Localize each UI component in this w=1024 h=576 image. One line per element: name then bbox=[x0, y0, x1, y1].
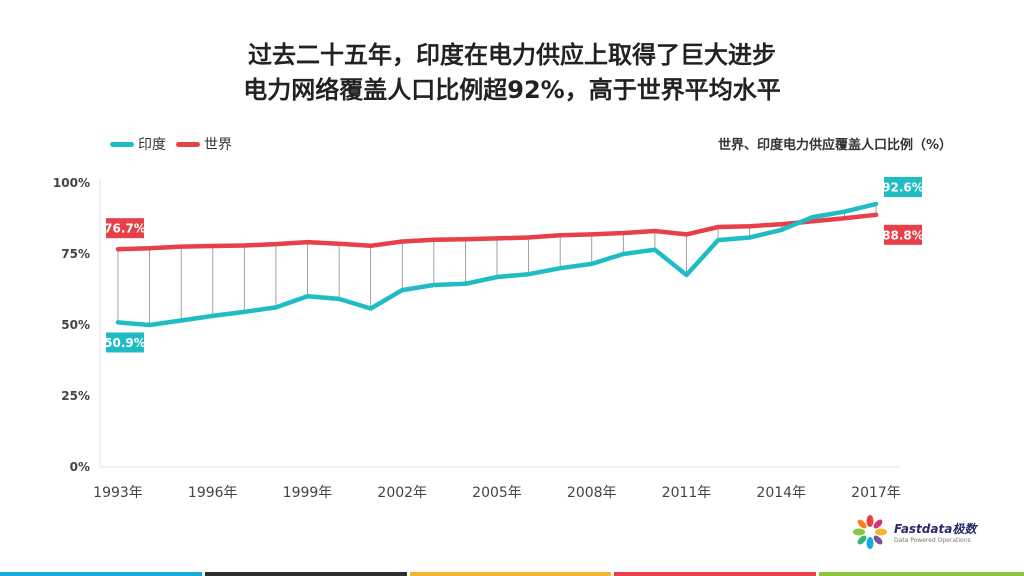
data-point-india bbox=[716, 238, 720, 242]
data-label-box bbox=[884, 177, 922, 198]
legend-label-india: 印度 bbox=[138, 137, 166, 153]
data-point-india bbox=[464, 282, 467, 286]
data-point-world bbox=[148, 247, 151, 250]
bottom-bar-segment bbox=[202, 572, 206, 576]
data-point-india bbox=[685, 273, 688, 277]
data-point-world bbox=[748, 224, 751, 228]
data-label-box bbox=[106, 332, 144, 353]
y-tick-label: 100% bbox=[53, 176, 90, 190]
chart-title: 过去二十五年，印度在电力供应上取得了巨大进步 电力网络覆盖人口比例超92%，高于… bbox=[0, 38, 1024, 108]
legend-item-world: 世界 bbox=[176, 134, 232, 154]
x-tick-label: 2002年 bbox=[377, 485, 427, 501]
data-point-india bbox=[116, 321, 120, 324]
bottom-bar-segment bbox=[406, 572, 410, 576]
data-point-india bbox=[401, 288, 404, 292]
x-tick-label: 2005年 bbox=[472, 485, 522, 501]
bottom-color-bar bbox=[0, 572, 1024, 576]
fastdata-logo: Fastdata极数 Data Powered Operations bbox=[852, 514, 976, 550]
bottom-bar-segment bbox=[611, 572, 615, 576]
data-point-india bbox=[558, 267, 562, 270]
legend-label-world: 世界 bbox=[204, 137, 232, 153]
x-tick-label: 1993年 bbox=[93, 485, 143, 501]
data-point-world bbox=[590, 233, 593, 236]
logo-tagline: Data Powered Operations bbox=[894, 537, 971, 544]
data-point-world bbox=[495, 237, 499, 240]
data-point-world bbox=[558, 234, 562, 237]
data-point-india bbox=[274, 306, 278, 309]
logo-brand: Fastdata极数 bbox=[894, 522, 977, 536]
data-label: 92.6% bbox=[882, 181, 924, 195]
data-point-world bbox=[843, 217, 846, 220]
data-point-india bbox=[653, 248, 657, 251]
legend: 印度 世界 bbox=[110, 134, 242, 154]
legend-item-india: 印度 bbox=[110, 134, 166, 154]
data-point-world bbox=[685, 233, 688, 236]
x-tick-label: 2008年 bbox=[567, 485, 617, 501]
data-point-india bbox=[495, 275, 499, 279]
y-tick-label: 25% bbox=[61, 389, 90, 403]
title-line-2: 电力网络覆盖人口比例超92%，高于世界平均水平 bbox=[243, 76, 781, 104]
data-point-world bbox=[337, 242, 341, 245]
x-tick-label: 2011年 bbox=[662, 485, 712, 501]
data-point-india bbox=[369, 307, 372, 310]
data-point-world bbox=[464, 238, 467, 241]
data-point-world bbox=[622, 231, 625, 235]
bottom-bar-segment bbox=[815, 572, 819, 576]
data-point-india bbox=[337, 297, 341, 301]
data-label-box bbox=[106, 218, 144, 239]
data-point-world bbox=[653, 229, 657, 233]
data-point-world bbox=[716, 225, 720, 229]
data-point-india bbox=[179, 319, 183, 322]
legend-swatch-world bbox=[176, 141, 200, 147]
data-point-india bbox=[211, 314, 214, 318]
data-point-india bbox=[748, 236, 751, 239]
data-point-india bbox=[843, 210, 846, 213]
data-point-world bbox=[179, 245, 183, 248]
bottom-bar-segment bbox=[0, 572, 203, 576]
bottom-bar-segment bbox=[205, 572, 407, 576]
flower-logo-icon bbox=[853, 515, 887, 549]
bottom-bar-segment bbox=[614, 572, 816, 576]
data-point-world bbox=[874, 213, 878, 217]
bottom-bar-segment bbox=[409, 572, 612, 576]
data-point-india bbox=[590, 262, 593, 266]
chart-note: 世界、印度电力供应覆盖人口比例（%） bbox=[717, 138, 952, 153]
data-label: 50.9% bbox=[104, 336, 146, 350]
data-point-india bbox=[811, 215, 815, 219]
data-point-world bbox=[780, 222, 783, 226]
x-tick-label: 1996年 bbox=[188, 485, 238, 501]
data-point-world bbox=[401, 240, 404, 243]
data-label-box bbox=[884, 224, 922, 245]
data-point-world bbox=[432, 238, 436, 241]
data-point-india bbox=[306, 295, 309, 298]
title-line-1: 过去二十五年，印度在电力供应上取得了巨大进步 bbox=[248, 41, 776, 69]
data-point-india bbox=[780, 228, 783, 232]
data-point-world bbox=[811, 220, 815, 223]
bottom-bar-segment bbox=[818, 572, 1024, 576]
x-tick-label: 2014年 bbox=[756, 485, 806, 501]
data-point-world bbox=[274, 242, 278, 246]
data-point-world bbox=[527, 236, 530, 239]
data-point-world bbox=[116, 247, 120, 251]
data-point-world bbox=[369, 244, 372, 247]
data-point-india bbox=[874, 202, 878, 206]
data-point-world bbox=[243, 244, 246, 247]
legend-swatch-india bbox=[110, 141, 134, 147]
data-label: 76.7% bbox=[104, 222, 146, 236]
data-point-world bbox=[306, 240, 309, 244]
x-tick-label: 1999年 bbox=[283, 485, 333, 501]
data-label: 88.8% bbox=[882, 228, 924, 242]
data-point-india bbox=[527, 272, 530, 276]
data-point-india bbox=[243, 310, 246, 314]
x-tick-label: 2017年 bbox=[851, 485, 901, 501]
y-tick-label: 0% bbox=[70, 460, 90, 474]
data-point-world bbox=[211, 244, 214, 248]
data-point-india bbox=[622, 252, 625, 256]
y-tick-label: 50% bbox=[61, 318, 90, 332]
y-tick-label: 75% bbox=[61, 247, 90, 261]
data-point-india bbox=[148, 323, 151, 327]
data-point-india bbox=[432, 283, 436, 287]
